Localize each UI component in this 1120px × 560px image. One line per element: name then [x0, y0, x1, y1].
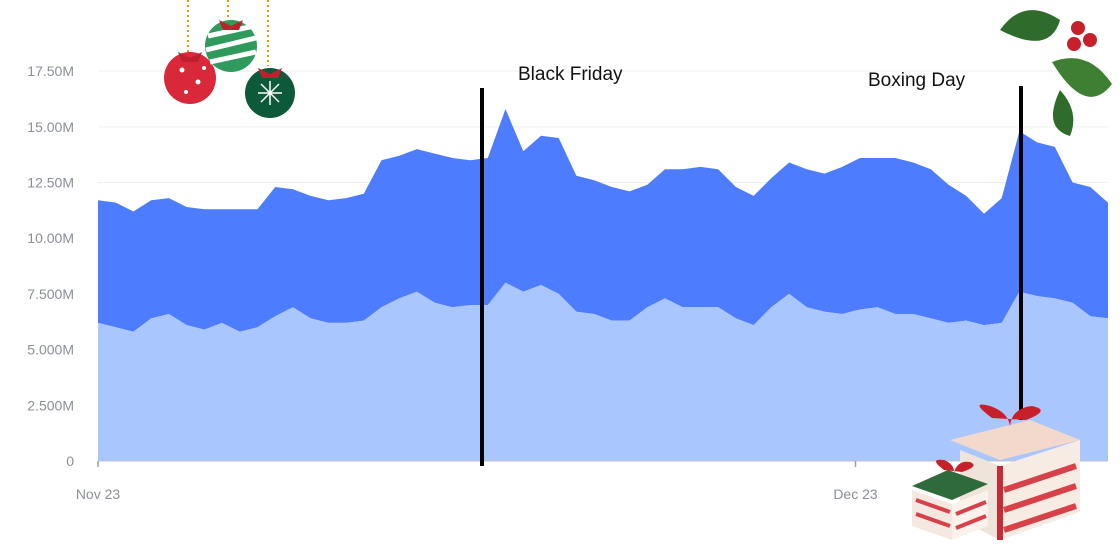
holly-leaf-icon: [1000, 10, 1060, 41]
y-tick-label: 5.000M: [27, 342, 74, 358]
holly-leaf-icon: [1052, 90, 1074, 136]
holly-decoration: [1000, 10, 1112, 136]
event-label: Black Friday: [518, 64, 623, 85]
x-tick-label: Nov 23: [76, 486, 121, 502]
y-tick-label: 17.50M: [27, 63, 74, 79]
y-tick-label: 7.500M: [27, 286, 74, 302]
gift-bow-icon: [979, 404, 1041, 426]
area-series-lower: [98, 282, 1108, 461]
y-tick-label: 12.50M: [27, 175, 74, 191]
y-axis-tick-labels: 0 2.500M 5.000M 7.500M 10.00M 12.50M 15.00M 17.…: [27, 63, 74, 469]
holly-leaf-icon: [1052, 58, 1112, 97]
event-annotations: Black Friday Boxing Day: [480, 64, 1023, 466]
red-ornament-icon: [164, 52, 216, 104]
y-tick-label: 0: [66, 453, 74, 469]
event-label: Boxing Day: [868, 70, 966, 91]
y-tick-label: 10.00M: [27, 230, 74, 246]
gift-boxes-decoration: [912, 404, 1080, 540]
x-axis-tick-labels: Nov 23 Dec 23: [76, 486, 878, 502]
holly-berry-icon: [1071, 21, 1085, 35]
axes: [97, 460, 1108, 467]
area-series: [98, 109, 1108, 461]
x-tick-label: Dec 23: [833, 486, 878, 502]
y-tick-label: 15.00M: [27, 119, 74, 135]
christmas-ornaments-decoration: [164, 0, 295, 118]
area-series-upper: [98, 109, 1108, 332]
y-tick-label: 2.500M: [27, 397, 74, 413]
